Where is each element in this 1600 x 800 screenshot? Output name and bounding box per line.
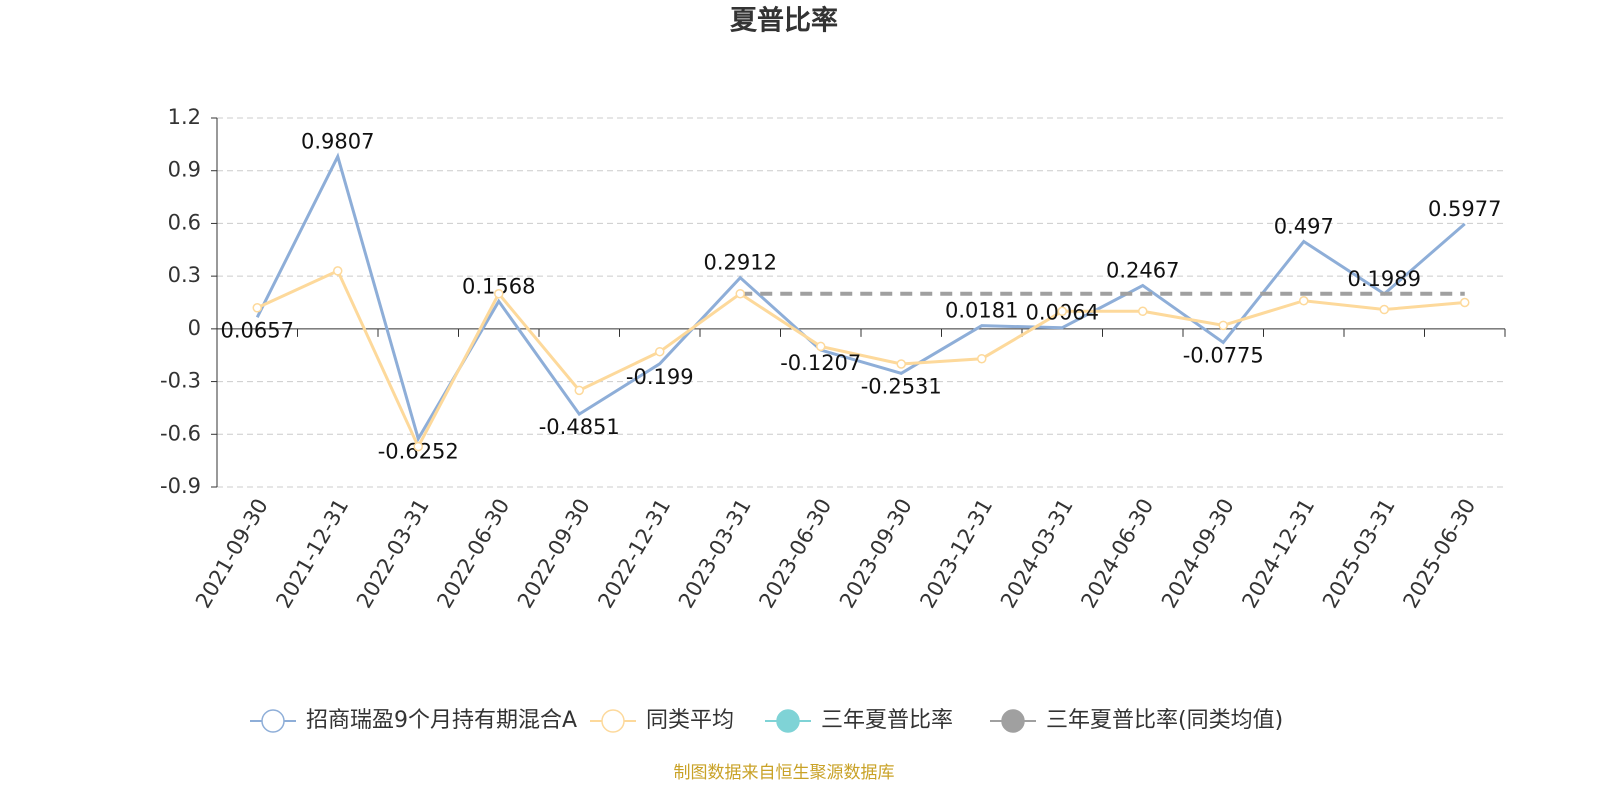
data-label: 0.0181 (945, 299, 1018, 323)
point (1138, 306, 1148, 317)
y-tick-label: 1.2 (168, 105, 201, 129)
data-label: 0.1989 (1348, 267, 1421, 291)
point (816, 341, 826, 352)
x-tick-label: 2023-09-30 (835, 495, 917, 613)
x-tick-label: 2022-12-31 (593, 495, 675, 613)
point (574, 385, 584, 396)
y-tick-label: -0.3 (160, 369, 201, 393)
data-label: 0.5977 (1428, 197, 1501, 221)
x-tick-label: 2024-09-30 (1157, 495, 1239, 613)
point (1299, 295, 1309, 306)
x-tick-label: 2021-12-31 (271, 495, 353, 613)
y-tick-label: 0.9 (168, 158, 201, 182)
series-line (256, 268, 1465, 450)
legend-symbol (776, 709, 800, 733)
x-tick-label: 2022-09-30 (513, 495, 595, 613)
point (333, 266, 343, 276)
point (735, 288, 745, 299)
x-tick-label: 2021-09-30 (191, 495, 273, 613)
y-tick-label: 0.6 (168, 210, 201, 234)
x-tick-label: 2022-06-30 (432, 495, 514, 613)
legend-symbol (261, 709, 285, 733)
data-label: -0.1207 (780, 351, 861, 375)
point (1057, 306, 1067, 317)
x-tick-label: 2025-03-31 (1318, 495, 1400, 613)
x-tick-label: 2022-03-31 (352, 495, 434, 613)
x-tick-label: 2023-12-31 (915, 495, 997, 613)
point (413, 441, 423, 452)
y-tick-label: -0.6 (160, 421, 201, 445)
point (1218, 320, 1228, 331)
legend-symbol (601, 709, 625, 733)
x-tick-label: 2025-06-30 (1398, 495, 1480, 613)
y-tick-label: -0.9 (160, 474, 201, 498)
point (1460, 297, 1470, 308)
legend-label: 三年夏普比率 (821, 708, 953, 733)
data-label: -0.199 (626, 365, 694, 389)
data-label: -0.0775 (1183, 343, 1264, 367)
point (1379, 304, 1389, 315)
x-tick-label: 2024-06-30 (1076, 495, 1158, 613)
data-label: -0.2531 (861, 374, 942, 398)
data-label: -0.4851 (539, 415, 620, 439)
y-tick-label: 0.3 (168, 263, 201, 287)
data-label: 0.0657 (221, 318, 294, 342)
data-label: 0.2912 (704, 251, 777, 275)
x-tick-label: 2023-06-30 (754, 495, 836, 613)
data-label: 0.9807 (301, 130, 374, 154)
x-tick-label: 2024-03-31 (996, 495, 1078, 613)
y-tick-label: 0 (188, 316, 201, 340)
x-tick-label: 2024-12-31 (1237, 495, 1319, 613)
point (977, 353, 987, 364)
x-tick-label: 2023-03-31 (674, 495, 756, 613)
data-label: 0.497 (1274, 215, 1334, 239)
legend-label: 招商瑞盈9个月持有期混合A (306, 708, 577, 733)
legend-label: 同类平均 (646, 708, 734, 733)
chart-title: 夏普比率 (730, 5, 838, 37)
source-note: 制图数据来自恒生聚源数据库 (674, 763, 895, 783)
legend-label: 三年夏普比率(同类均值) (1046, 708, 1283, 733)
point (655, 346, 665, 357)
point (896, 359, 906, 369)
legend-symbol (1001, 709, 1025, 733)
point (494, 288, 504, 299)
point (252, 303, 262, 313)
data-label: 0.2467 (1106, 259, 1179, 283)
